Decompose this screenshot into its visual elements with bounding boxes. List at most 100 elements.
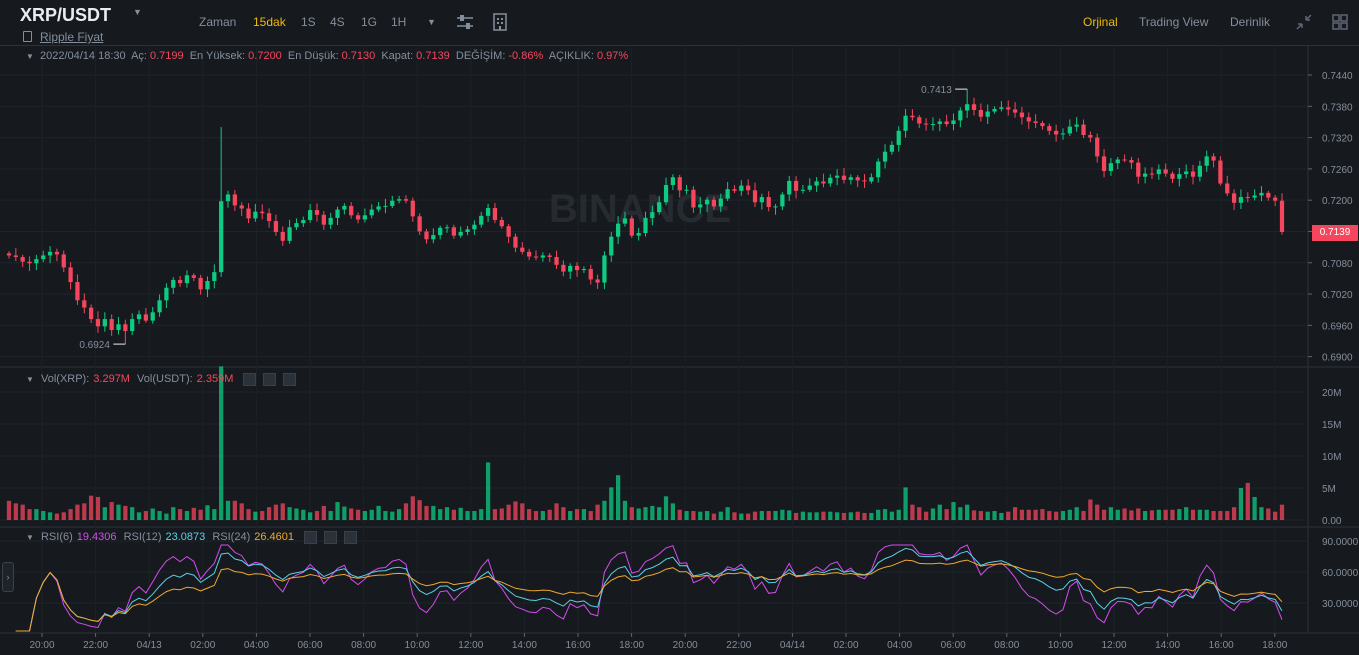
volume-bar — [1101, 509, 1107, 520]
view-depth[interactable]: Derinlik — [1230, 15, 1271, 29]
candle-body — [246, 208, 251, 219]
volume-bar — [903, 487, 908, 520]
volume-bar — [273, 504, 279, 520]
volume-bar — [1197, 509, 1202, 520]
candle-body — [34, 259, 39, 264]
candle-body — [766, 197, 771, 207]
gear-icon[interactable] — [263, 372, 277, 386]
more-intervals-chevron-icon[interactable]: ▼ — [427, 17, 436, 27]
interval-4h[interactable]: 4S — [330, 15, 345, 29]
volume-bar — [1122, 508, 1127, 520]
volume-bar — [150, 508, 155, 520]
price-tick-label: 0.6900 — [1322, 353, 1353, 364]
volume-bar — [13, 503, 18, 520]
time-tick-label: 06:00 — [941, 640, 966, 651]
candle-body — [458, 231, 463, 236]
collapse-icon[interactable] — [1294, 12, 1314, 32]
candle-body — [266, 213, 272, 222]
open-value: 0.7199 — [149, 50, 184, 62]
toggle-rsi-icon[interactable]: ▼ — [26, 533, 34, 542]
candle-body — [225, 194, 231, 202]
candle-body — [219, 201, 224, 273]
candle-body — [533, 256, 539, 258]
settings-sliders-icon[interactable] — [455, 12, 475, 32]
chevron-right-icon[interactable]: › — [2, 562, 14, 592]
view-tradingview[interactable]: Trading View — [1139, 15, 1209, 29]
candle-body — [752, 190, 758, 203]
volume-bar — [1074, 507, 1079, 520]
volume-bar — [225, 500, 231, 520]
rsi-tick-label: 90.0000 — [1322, 537, 1359, 548]
candle-body — [191, 275, 196, 278]
volume-bar — [917, 507, 922, 520]
volume-bar — [1211, 511, 1216, 520]
chevron-down-icon[interactable]: ▼ — [133, 7, 142, 17]
time-tick-label: 20:00 — [673, 640, 698, 651]
candle-body — [937, 121, 942, 125]
volume-legend: ▼ Vol(XRP): 3.297M Vol(USDT): 2.359M — [0, 371, 300, 387]
candle-body — [212, 272, 217, 282]
candle-body — [1149, 173, 1155, 175]
interval-1w[interactable]: 1H — [391, 15, 407, 29]
volume-bar — [595, 504, 600, 520]
candle-body — [417, 216, 422, 232]
close-icon[interactable] — [344, 530, 358, 544]
candle-body — [787, 180, 792, 195]
volume-bar — [438, 509, 443, 520]
candle-body — [6, 253, 12, 256]
eye-icon[interactable] — [243, 372, 257, 386]
candle-body — [828, 177, 833, 184]
time-tick-label: 16:00 — [565, 640, 590, 651]
volume-bar — [1054, 511, 1059, 520]
rsi-line-6 — [15, 544, 1283, 632]
volume-bar — [335, 502, 340, 520]
candle-body — [759, 197, 764, 203]
ripple-price-link[interactable]: Ripple Fiyat — [40, 30, 104, 44]
indicators-icon[interactable] — [490, 12, 510, 32]
pair-title[interactable]: XRP/USDT — [20, 5, 112, 25]
volume-bar — [561, 507, 566, 520]
volume-bar — [390, 511, 395, 520]
grid-layout-icon[interactable] — [1330, 12, 1350, 32]
toggle-ohlc-icon[interactable]: ▼ — [26, 52, 34, 61]
volume-bar — [869, 512, 874, 520]
volume-bar — [410, 496, 415, 520]
volume-bar — [951, 502, 956, 520]
volume-bar — [1279, 504, 1285, 520]
interval-15m[interactable]: 15dak — [253, 15, 286, 29]
volume-bar — [143, 511, 149, 520]
interval-1d[interactable]: 1G — [361, 15, 378, 29]
candle-body — [930, 124, 936, 126]
close-icon[interactable] — [283, 372, 297, 386]
candle-body — [349, 205, 354, 216]
gear-icon[interactable] — [324, 530, 338, 544]
candle-body — [253, 211, 258, 219]
volume-bar — [1177, 509, 1182, 520]
candle-body — [670, 177, 675, 186]
candle-body — [239, 205, 244, 209]
interval-time[interactable]: Zaman — [199, 15, 237, 29]
candle-body — [465, 229, 470, 232]
volume-bar — [698, 511, 703, 520]
rsi-axis: 90.0000 60.0000 30.0000 — [1322, 537, 1359, 610]
volume-bar — [6, 500, 12, 520]
view-original[interactable]: Orjinal — [1083, 15, 1118, 29]
candle-body — [739, 185, 744, 191]
volume-bar — [855, 511, 860, 520]
candle-body — [1259, 192, 1264, 196]
candle-body — [704, 199, 710, 205]
candle-body — [143, 314, 149, 321]
interval-1h[interactable]: 1S — [301, 15, 316, 29]
volume-tick-label: 0.00 — [1322, 516, 1342, 527]
candle-body — [1266, 192, 1271, 198]
volume-bar — [54, 513, 60, 520]
candle-body — [177, 279, 183, 284]
candle-body — [616, 223, 621, 237]
candle-body — [355, 215, 361, 220]
toggle-volume-icon[interactable]: ▼ — [26, 375, 34, 384]
volume-bar — [1266, 508, 1271, 520]
candle-body — [260, 211, 265, 214]
candle-body — [1204, 156, 1209, 166]
eye-icon[interactable] — [304, 530, 318, 544]
